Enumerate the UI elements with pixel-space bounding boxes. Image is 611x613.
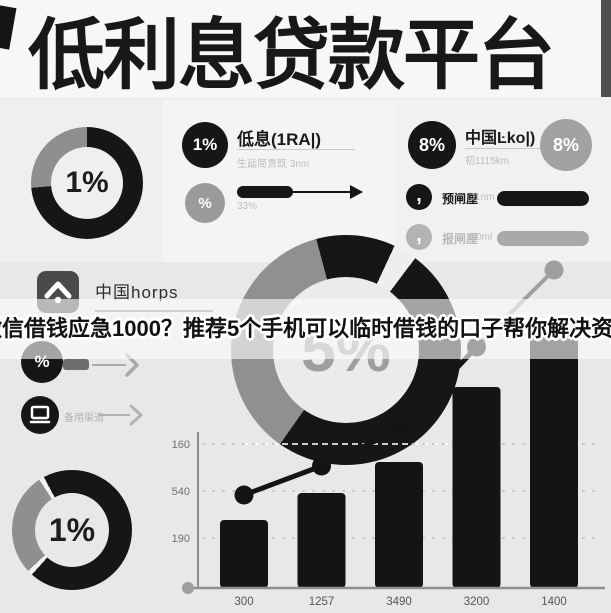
- china-badge-right: 8%: [540, 119, 592, 171]
- quote-icon: ,: [416, 184, 422, 206]
- row-label: 预闸厘: [442, 192, 479, 206]
- bar: [452, 387, 501, 588]
- svg-text:,: ,: [416, 184, 422, 206]
- divider: [237, 149, 355, 150]
- row-sub: T0ml: [470, 232, 493, 243]
- low-interest-title: 低息(1RA|): [237, 130, 322, 149]
- x-tick-label: 1400: [541, 596, 567, 608]
- trend-line-segment: [320, 427, 401, 469]
- percent-badge: %: [185, 183, 225, 223]
- y-tick-label: 160: [172, 439, 190, 451]
- mini-bar: [63, 359, 89, 370]
- bar: [530, 337, 578, 588]
- bar: [375, 462, 423, 588]
- stat-bar-gray: [497, 231, 589, 246]
- trend-line-segment: [397, 345, 479, 432]
- row-sub: J1nm: [470, 192, 495, 203]
- overlay-headline: 微信借钱应急1000？推荐5个手机可以临时借钱的口子帮你解决资金问题: [0, 316, 611, 341]
- chevron-right-icon: [129, 404, 143, 426]
- edge-strip: [601, 0, 611, 97]
- arrow-right-icon: [350, 185, 363, 199]
- progress-bar: [237, 186, 293, 198]
- title-band: [0, 0, 611, 97]
- x-tick-label: 3200: [464, 596, 490, 608]
- y-tick-label: 540: [172, 486, 190, 498]
- monitor-icon: [29, 405, 51, 424]
- origin-dot: [182, 582, 194, 594]
- low-interest-caption: 生延简贵既 3nm: [237, 159, 310, 170]
- data-point-dot: [544, 260, 564, 280]
- x-tick-label: 1257: [309, 596, 335, 608]
- data-point-dot: [234, 485, 254, 505]
- x-tick-label: 3490: [386, 596, 412, 608]
- channel-label: 备用渠道: [64, 413, 104, 424]
- y-tick-label: 190: [172, 533, 190, 545]
- bar-caption: 33%: [237, 201, 258, 212]
- trend-line-segment: [243, 463, 323, 498]
- bar: [220, 520, 268, 588]
- donut-chart-top-left: 1%: [31, 127, 143, 239]
- page-title: 低利息贷款平台: [28, 13, 555, 99]
- overlay-band: [0, 299, 611, 359]
- stat-bar: [497, 191, 589, 206]
- divider: [465, 148, 560, 149]
- svg-text:,: ,: [416, 224, 422, 246]
- bar: [297, 493, 346, 588]
- donut-chart-bottom-left: 1%: [12, 470, 132, 590]
- china-title: 中国Ŀko|): [465, 130, 536, 147]
- row-label: 报闸厘: [442, 232, 479, 246]
- arrow-shaft: [291, 190, 351, 193]
- data-point-dot: [312, 456, 331, 476]
- data-point-dot: [389, 420, 409, 440]
- china-badge-left: 8%: [408, 121, 456, 169]
- donut-value: 1%: [51, 147, 123, 219]
- china-caption: 初1115km: [465, 156, 510, 167]
- low-interest-badge: 1%: [182, 122, 228, 168]
- x-tick-label: 300: [234, 596, 253, 608]
- arrow-shaft: [92, 363, 126, 366]
- arrow-shaft: [98, 413, 130, 416]
- quote-icon: ,: [416, 224, 422, 246]
- donut-value: 1%: [35, 493, 109, 567]
- china-home-label: 中国horps: [95, 283, 179, 302]
